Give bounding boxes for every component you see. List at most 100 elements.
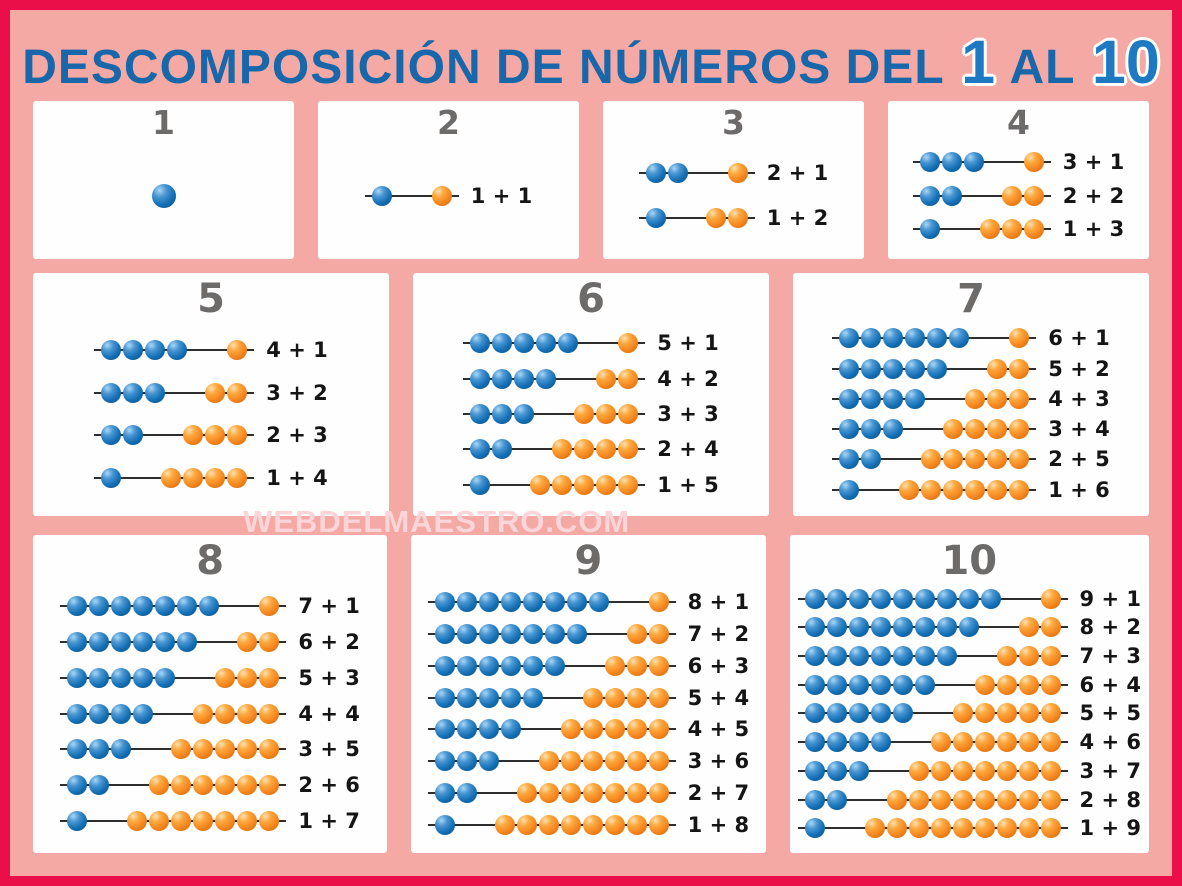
blue-bead-group (434, 719, 521, 740)
orange-bead (161, 467, 182, 488)
decomposition-label: 2 + 8 (1079, 787, 1141, 812)
orange-bead (987, 388, 1008, 409)
blue-bead (500, 655, 521, 676)
decomposition-label: 3 + 6 (687, 749, 750, 774)
orange-bead (952, 789, 973, 810)
bead-rod (427, 814, 676, 836)
orange-bead (193, 739, 214, 760)
blue-bead (434, 655, 455, 676)
blue-bead-group (434, 623, 587, 644)
orange-bead (974, 732, 995, 753)
rod-line (427, 728, 676, 731)
blue-bead (826, 703, 847, 724)
blue-bead-group (67, 595, 220, 616)
orange-bead (259, 811, 280, 832)
blue-bead (883, 328, 904, 349)
blue-bead (883, 419, 904, 440)
watermark: WEBDELMAESTRO.COM (243, 504, 631, 539)
blue-bead-group (434, 815, 455, 835)
orange-bead (205, 467, 226, 488)
blue-bead (892, 617, 913, 638)
orange-bead (626, 719, 647, 740)
card-number-label: 3 (722, 103, 745, 142)
orange-bead (974, 674, 995, 695)
orange-bead (908, 789, 929, 810)
blue-bead (111, 667, 132, 688)
decomposition-row: 5 + 5 (797, 701, 1141, 725)
card-number-label: 2 (437, 103, 460, 142)
orange-bead (952, 703, 973, 724)
orange-bead-group (1018, 617, 1061, 638)
blue-bead (927, 358, 948, 379)
orange-bead (596, 439, 617, 460)
decomposition-label: 3 + 2 (266, 380, 328, 405)
bead-rod (427, 591, 676, 613)
blue-bead (848, 760, 869, 781)
decomposition-row: 6 + 4 (797, 673, 1141, 697)
orange-bead (215, 739, 236, 760)
decomposition-row: 1 + 2 (638, 206, 828, 230)
orange-bead-group (648, 591, 669, 612)
blue-bead (500, 591, 521, 612)
blue-bead (478, 591, 499, 612)
orange-bead (1009, 358, 1030, 379)
blue-bead (456, 719, 477, 740)
blue-bead (914, 617, 935, 638)
card-number-label: 4 (1007, 103, 1030, 142)
blue-bead (123, 382, 144, 403)
orange-bead (149, 811, 170, 832)
orange-bead (626, 687, 647, 708)
card-8: 8 7 + 1 6 + 2 5 + 3 4 + 4 3 + 5 2 + 6 1 + 7 (33, 535, 388, 853)
blue-bead (804, 646, 825, 667)
orange-bead (648, 623, 669, 644)
blue-bead (470, 439, 491, 460)
rod-line (427, 696, 676, 699)
blue-bead (470, 368, 491, 389)
orange-bead (996, 760, 1017, 781)
blue-bead (101, 382, 122, 403)
blue-bead (500, 719, 521, 740)
orange-bead (705, 208, 726, 229)
orange-bead (259, 667, 280, 688)
blue-bead (456, 655, 477, 676)
blue-bead (870, 617, 891, 638)
blue-bead (478, 719, 499, 740)
orange-bead (582, 783, 603, 804)
orange-bead (1001, 185, 1022, 206)
blue-bead (89, 667, 110, 688)
orange-bead (1018, 646, 1039, 667)
decomposition-row: 4 + 5 (427, 717, 749, 741)
orange-bead (171, 739, 192, 760)
orange-bead-group (886, 789, 1061, 810)
orange-bead (237, 811, 258, 832)
blue-bead-group (839, 358, 948, 379)
orange-bead-group (996, 646, 1061, 667)
blue-bead (870, 732, 891, 753)
blue-bead (558, 333, 579, 354)
blue-bead (434, 623, 455, 644)
bead-rod (463, 368, 646, 390)
blue-bead-group (67, 667, 176, 688)
bead-rod (797, 760, 1068, 782)
orange-bead (171, 811, 192, 832)
decomposition-rows: 8 + 1 7 + 2 6 + 3 5 + 4 4 + 5 3 + 6 2 + 7 1 + 8 (419, 582, 757, 845)
orange-bead (886, 789, 907, 810)
blue-bead (470, 474, 491, 495)
orange-bead-group (161, 467, 248, 488)
rod-line (94, 391, 255, 394)
orange-bead-group (574, 403, 639, 424)
blue-bead (478, 655, 499, 676)
orange-bead (648, 751, 669, 772)
bead-rod (797, 645, 1068, 667)
bead-rod (94, 339, 255, 361)
orange-bead-group (205, 382, 248, 403)
page-title: DESCOMPOSICIÓN DE NÚMEROS DEL 1 AL 10 (10, 32, 1172, 93)
blue-bead (883, 388, 904, 409)
rod-line (638, 217, 755, 220)
rod-line (912, 194, 1051, 197)
orange-bead (943, 419, 964, 440)
blue-bead (826, 617, 847, 638)
decomposition-label: 4 + 6 (1079, 730, 1141, 755)
bead-rod (832, 479, 1037, 501)
